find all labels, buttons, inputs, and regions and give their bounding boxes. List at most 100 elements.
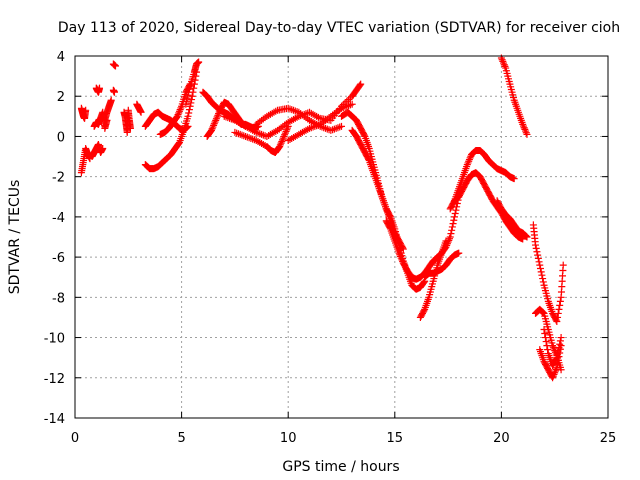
- data-point-arc-29: [501, 62, 509, 70]
- data-point-arc-30: [554, 313, 562, 321]
- grid-lines: [75, 56, 608, 418]
- data-point-arc-18: [279, 136, 287, 144]
- data-point-arc-16: [215, 110, 223, 118]
- data-point-arc-33: [553, 354, 561, 362]
- data-point-arc-18: [279, 134, 287, 142]
- data-point-arc-18: [276, 143, 284, 150]
- data-point-arc-16: [215, 108, 223, 116]
- data-point-arc-13: [174, 111, 182, 119]
- data-point-arc-18: [280, 132, 288, 140]
- data-point-arc-18: [281, 131, 289, 139]
- data-point-arc-23: [447, 230, 455, 238]
- data-point-arc-18: [284, 122, 292, 130]
- data-point-arc-30: [555, 305, 563, 313]
- data-point-arc-17: [345, 96, 353, 104]
- data-point-arc-14: [184, 91, 192, 99]
- data-point-arc-23: [399, 257, 407, 265]
- data-point-arc-24: [442, 237, 450, 245]
- x-tick-label: 15: [387, 431, 404, 446]
- data-point-arc-12: [175, 139, 183, 147]
- data-point-arc-25: [455, 249, 463, 257]
- data-point-arc-16: [210, 121, 218, 129]
- data-point-arc-19: [338, 122, 345, 130]
- data-point-arc-29: [500, 61, 508, 69]
- data-point-arc-30: [554, 309, 562, 317]
- data-point-arc-33: [543, 342, 551, 350]
- data-point-arc-23: [397, 254, 405, 262]
- data-point-arc-29: [500, 59, 508, 67]
- y-tick-label: -8: [52, 291, 65, 306]
- data-point-arc-12: [184, 112, 192, 120]
- y-tick-label: 0: [57, 130, 65, 145]
- x-tick-label: 10: [280, 431, 297, 446]
- data-point-arc-16: [208, 125, 216, 133]
- data-point-arc-32: [550, 370, 558, 378]
- data-point-arc-29: [519, 120, 527, 128]
- x-tick-label: 0: [71, 431, 79, 446]
- y-tick-label: -10: [44, 332, 65, 347]
- data-point-arc-16: [212, 116, 220, 124]
- data-point-arc-12: [187, 99, 195, 107]
- data-point-arc-23: [446, 235, 454, 243]
- data-point-arc-30: [556, 301, 564, 309]
- data-point-arc-18: [277, 139, 285, 147]
- data-point-arc-23: [450, 216, 458, 224]
- data-point-arc-13: [175, 109, 183, 117]
- data-point-arc-23: [395, 249, 403, 257]
- data-point-arc-12: [185, 109, 193, 117]
- data-point-arc-26: [465, 157, 473, 165]
- x-axis-label: GPS time / hours: [282, 459, 399, 475]
- data-point-arc-29: [498, 56, 506, 64]
- data-point-arc-16: [212, 115, 220, 123]
- data-point-arc-33: [554, 347, 562, 355]
- y-tick-label: 4: [57, 50, 65, 65]
- data-point-arc-03: [99, 145, 107, 153]
- data-point-arc-33: [556, 340, 564, 348]
- data-point-arc-26: [463, 161, 471, 169]
- data-point-arc-30: [539, 275, 547, 283]
- data-point-arc-28: [522, 232, 530, 240]
- data-point-arc-23: [453, 203, 461, 211]
- data-point-arc-30: [537, 268, 545, 276]
- data-point-arc-14: [183, 94, 191, 102]
- data-point-arc-29: [520, 124, 528, 132]
- data-point-arc-23: [386, 224, 394, 232]
- data-point-arc-29: [521, 125, 529, 133]
- data-point-arc-33: [541, 330, 549, 338]
- data-point-arc-16: [211, 118, 219, 126]
- data-point-arc-30: [536, 265, 544, 273]
- data-point-arc-16: [207, 126, 215, 134]
- data-point-arc-14: [195, 58, 203, 66]
- data-point-arc-18: [283, 124, 291, 132]
- data-point-arc-17: [357, 80, 365, 88]
- data-point-arc-02: [82, 106, 90, 114]
- data-point-arc-29: [519, 122, 527, 130]
- data-point-arc-22: [365, 155, 373, 163]
- data-point-arc-14: [182, 100, 190, 108]
- data-point-arc-31: [539, 309, 547, 317]
- chart-title: Day 113 of 2020, Sidereal Day-to-day VTE…: [58, 20, 620, 36]
- data-point-arc-30: [533, 248, 541, 256]
- data-point-arc-22: [399, 244, 407, 252]
- data-point-arc-30: [539, 278, 547, 286]
- data-point-arc-10: [137, 108, 145, 116]
- data-point-arc-13: [173, 112, 181, 120]
- data-point-arc-23: [448, 226, 456, 234]
- data-point-arc-20: [348, 100, 356, 108]
- data-point-arc-31: [539, 308, 547, 316]
- data-point-arc-29: [499, 57, 507, 65]
- data-point-arc-26: [466, 154, 474, 162]
- data-point-arc-30: [535, 258, 543, 266]
- data-point-arc-14: [185, 88, 193, 96]
- data-point-arc-32: [551, 369, 559, 377]
- data-point-arc-23: [450, 213, 458, 221]
- data-point-arc-23: [448, 223, 456, 231]
- data-point-arc-31: [550, 345, 558, 353]
- data-point-arc-29: [522, 127, 530, 135]
- data-point-arc-18: [278, 137, 286, 145]
- y-tick-label: -2: [52, 171, 65, 186]
- data-point-arc-13: [177, 104, 185, 112]
- data-point-arc-32: [552, 365, 560, 373]
- data-point-arc-29: [523, 130, 531, 138]
